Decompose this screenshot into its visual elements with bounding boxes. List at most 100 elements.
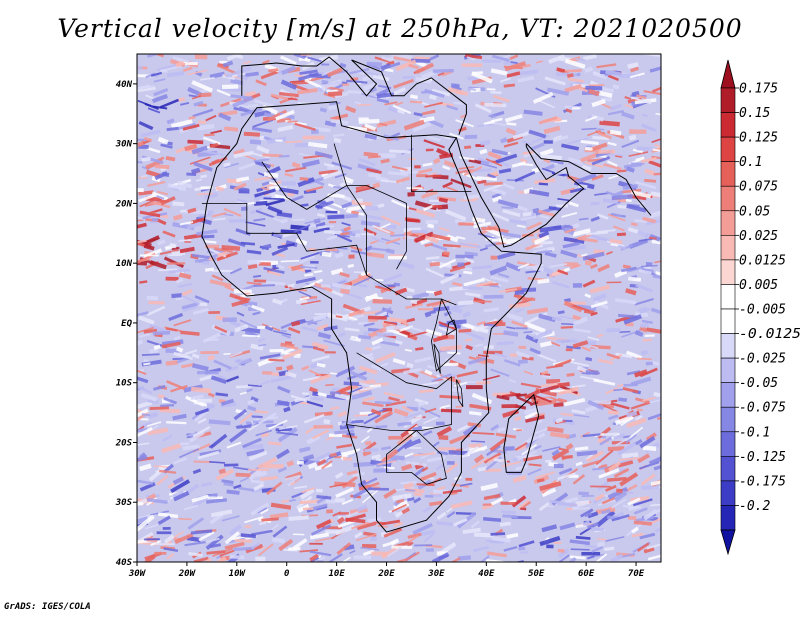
field-streak: [559, 315, 573, 320]
field-streak: [211, 274, 224, 282]
field-streak: [608, 461, 621, 472]
field-streak: [563, 236, 585, 244]
field-streak: [483, 181, 503, 186]
field-streak: [486, 444, 501, 457]
field-streak: [353, 555, 372, 560]
field-streak: [594, 493, 605, 502]
colorbar-label: -0.025: [739, 352, 786, 367]
field-streak: [327, 214, 345, 220]
field-streak: [299, 487, 315, 500]
field-streak: [300, 203, 309, 208]
field-streak: [323, 325, 338, 332]
field-streak: [299, 69, 318, 75]
field-streak: [268, 358, 285, 362]
field-streak: [386, 327, 409, 338]
field-streak: [642, 338, 652, 342]
field-streak: [586, 555, 595, 560]
field-streak: [452, 281, 463, 287]
field-streak: [275, 109, 295, 121]
field-streak: [280, 259, 299, 263]
field-streak: [344, 327, 360, 332]
field-streak: [313, 226, 330, 233]
field-streak: [617, 460, 634, 468]
field-streak: [148, 411, 159, 419]
field-streak: [498, 168, 512, 174]
field-streak: [569, 507, 590, 511]
field-streak: [380, 63, 392, 71]
field-streak: [325, 529, 340, 534]
field-streak: [639, 435, 656, 449]
field-streak: [649, 397, 661, 404]
field-streak: [576, 450, 598, 457]
field-streak: [412, 522, 433, 535]
field-streak: [484, 468, 502, 472]
field-streak: [443, 310, 452, 317]
field-streak: [509, 379, 516, 383]
field-streak: [147, 107, 161, 114]
field-streak: [159, 249, 179, 255]
field-streak: [407, 330, 429, 338]
field-streak: [278, 538, 294, 552]
field-streak: [246, 249, 262, 255]
field-streak: [501, 460, 522, 468]
field-streak: [613, 433, 625, 440]
field-streak: [258, 412, 277, 425]
field-streak: [457, 262, 465, 268]
field-streak: [307, 141, 328, 149]
field-streak: [302, 135, 325, 140]
field-streak: [209, 460, 226, 464]
field-streak: [239, 319, 258, 329]
field-streak: [286, 460, 295, 467]
field-streak: [158, 512, 179, 519]
field-streak: [227, 238, 246, 248]
field-streak: [590, 234, 610, 242]
field-streak: [585, 145, 593, 148]
field-streak: [516, 395, 532, 405]
field-streak: [137, 442, 150, 447]
field-streak: [258, 380, 270, 387]
field-streak: [596, 229, 616, 233]
field-streak: [281, 65, 296, 76]
field-streak: [250, 396, 259, 403]
field-streak: [634, 415, 643, 421]
field-streak: [378, 222, 391, 230]
field-streak: [371, 337, 384, 346]
field-streak: [330, 267, 344, 276]
field-streak: [423, 533, 435, 543]
field-streak: [594, 462, 602, 469]
field-streak: [546, 544, 554, 549]
field-streak: [280, 79, 298, 90]
field-streak: [246, 281, 263, 286]
field-streak: [491, 195, 502, 203]
field-streak: [533, 234, 550, 245]
field-streak: [379, 340, 400, 347]
field-streak: [583, 54, 597, 61]
field-streak: [364, 123, 377, 131]
field-streak: [483, 307, 500, 313]
field-streak: [566, 507, 573, 511]
field-streak: [244, 525, 252, 528]
field-streak: [581, 346, 592, 352]
field-streak: [233, 466, 253, 472]
field-streak: [333, 137, 342, 144]
field-streak: [253, 274, 262, 278]
field-streak: [606, 250, 613, 256]
field-streak: [380, 448, 399, 464]
field-streak: [314, 150, 333, 159]
field-streak: [621, 452, 639, 459]
field-streak: [318, 169, 339, 175]
field-streak: [329, 452, 337, 458]
field-streak: [622, 264, 631, 270]
field-streak: [247, 263, 258, 270]
field-streak: [503, 545, 518, 552]
field-streak: [192, 108, 214, 118]
field-streak: [430, 312, 441, 316]
field-streak: [474, 343, 484, 348]
field-streak: [415, 76, 432, 85]
field-streak: [313, 451, 331, 462]
lat-tick-label: 20N: [115, 199, 133, 209]
field-streak: [562, 241, 580, 249]
field-streak: [601, 509, 611, 515]
field-streak: [256, 145, 270, 154]
colorbar-bin: [720, 136, 736, 162]
